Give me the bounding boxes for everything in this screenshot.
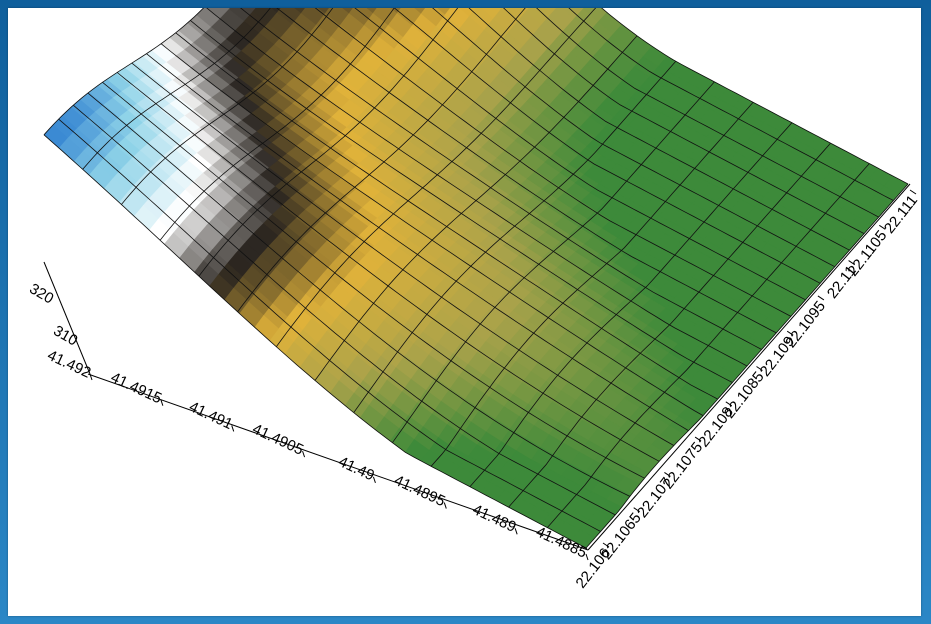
x-tick-mark: [585, 553, 589, 561]
mesh-line: [206, 8, 748, 367]
surface-patch: [521, 8, 530, 13]
x-tick-label: 41.4905: [250, 420, 306, 458]
x-tick-mark: [160, 399, 164, 406]
mesh-line: [432, 8, 835, 268]
y-tick-mark: [633, 507, 640, 513]
x-tick-mark: [443, 502, 447, 509]
y-tick-mark: [848, 260, 855, 266]
x-tick-label: 41.49: [336, 453, 377, 484]
mesh-line: [190, 20, 733, 383]
x-tick-mark: [372, 476, 376, 484]
mesh-line: [601, 8, 909, 185]
surface-mesh: [43, 8, 909, 549]
mesh-line: [43, 8, 205, 136]
mesh-line: [536, 8, 879, 218]
mesh-line: [87, 92, 631, 497]
y-tick-mark: [879, 224, 886, 230]
mesh-line: [175, 32, 718, 400]
y-tick-mark: [756, 366, 763, 371]
x-tick-mark: [302, 450, 306, 458]
mesh-line: [276, 8, 777, 334]
mesh-line: [468, 8, 850, 251]
x-tick-mark: [231, 425, 235, 432]
x-tick-label: 41.491: [186, 398, 235, 433]
y-tick-mark: [694, 436, 702, 442]
x-tick-label: 41.4915: [108, 369, 164, 407]
mesh-line: [354, 8, 806, 301]
mesh-line: [146, 53, 689, 431]
z-tick-label: 320: [26, 280, 56, 307]
surface-plot: 41.49241.491541.49141.490541.4941.489541…: [26, 8, 921, 592]
mesh-line: [131, 62, 674, 446]
y-tick-mark: [786, 330, 794, 336]
y-tick-mark: [602, 542, 610, 548]
z-axis-line: [43, 261, 91, 375]
y-tick-mark: [725, 401, 733, 407]
y-axis-line: [587, 183, 911, 551]
mesh-line: [393, 8, 821, 284]
plot-canvas: 41.492 41.4915 41.491 41.4905 41.49 41.4895 41…: [8, 8, 921, 616]
y-tick-mark: [909, 189, 917, 195]
y-tick-mark: [664, 471, 671, 477]
x-axis-line: [87, 373, 589, 551]
x-tick-mark: [514, 528, 518, 535]
surface-patch: [248, 8, 257, 12]
mesh-line: [73, 104, 616, 516]
x-tick-mark: [89, 373, 93, 381]
mesh-line: [116, 72, 660, 462]
mesh-line: [43, 134, 587, 549]
mesh-line: [568, 8, 894, 201]
z-tick-label: 310: [50, 322, 80, 349]
mesh-line: [160, 43, 704, 416]
mesh-line: [503, 8, 865, 234]
y-tick-mark: [817, 295, 825, 301]
mesh-line: [314, 8, 792, 317]
x-tick-label: 41.4895: [391, 472, 447, 510]
mesh-line: [102, 81, 645, 479]
mesh-line: [240, 8, 762, 350]
mesh-line: [58, 118, 601, 532]
